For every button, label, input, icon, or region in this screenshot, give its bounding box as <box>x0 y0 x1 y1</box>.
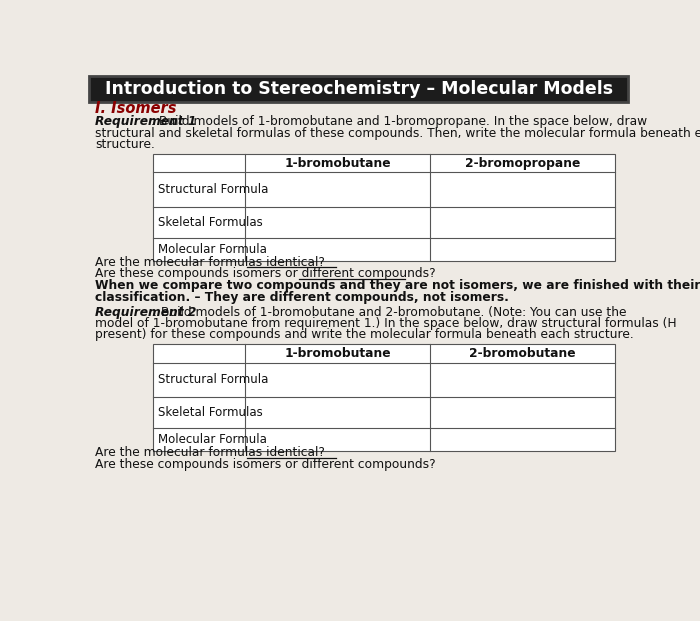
Text: Structural Formula: Structural Formula <box>158 183 268 196</box>
Text: I. Isomers: I. Isomers <box>95 101 176 116</box>
Bar <box>153 154 615 261</box>
Text: 1-bromobutane: 1-bromobutane <box>284 156 391 170</box>
Text: Requirement 2: Requirement 2 <box>95 306 197 319</box>
Text: Skeletal Formulas: Skeletal Formulas <box>158 216 262 229</box>
Text: : Build models of 1-bromobutane and 2-bromobutane. (Note: You can use the: : Build models of 1-bromobutane and 2-br… <box>153 306 627 319</box>
Text: Are these compounds isomers or different compounds?: Are these compounds isomers or different… <box>95 268 436 281</box>
Text: 2-bromobutane: 2-bromobutane <box>469 347 576 360</box>
Text: Are these compounds isomers or different compounds?: Are these compounds isomers or different… <box>95 458 436 471</box>
Text: present) for these compounds and write the molecular formula beneath each struct: present) for these compounds and write t… <box>95 328 634 341</box>
Text: model of 1-bromobutane from requirement 1.) In the space below, draw structural : model of 1-bromobutane from requirement … <box>95 317 677 330</box>
Text: 2-bromopropane: 2-bromopropane <box>465 156 580 170</box>
Text: When we compare two compounds and they are not isomers, we are finished with the: When we compare two compounds and they a… <box>95 279 700 292</box>
Text: Molecular Formula: Molecular Formula <box>158 243 267 256</box>
Text: structural and skeletal formulas of these compounds. Then, write the molecular f: structural and skeletal formulas of thes… <box>95 127 700 140</box>
Text: classification. – They are different compounds, not isomers.: classification. – They are different com… <box>95 291 509 304</box>
Text: Structural Formula: Structural Formula <box>158 373 268 386</box>
Text: : Build models of 1-bromobutane and 1-bromopropane. In the space below, draw: : Build models of 1-bromobutane and 1-br… <box>151 116 648 129</box>
Text: Molecular Formula: Molecular Formula <box>158 433 267 446</box>
Text: structure.: structure. <box>95 138 155 151</box>
Text: Skeletal Formulas: Skeletal Formulas <box>158 406 262 419</box>
Text: 1-bromobutane: 1-bromobutane <box>284 347 391 360</box>
Text: Requirement 1: Requirement 1 <box>95 116 197 129</box>
Text: Are the molecular formulas identical?: Are the molecular formulas identical? <box>95 256 325 270</box>
Bar <box>153 344 615 451</box>
Text: Introduction to Stereochemistry – Molecular Models: Introduction to Stereochemistry – Molecu… <box>105 80 612 98</box>
Text: Are the molecular formulas identical?: Are the molecular formulas identical? <box>95 446 325 460</box>
Bar <box>89 76 629 102</box>
